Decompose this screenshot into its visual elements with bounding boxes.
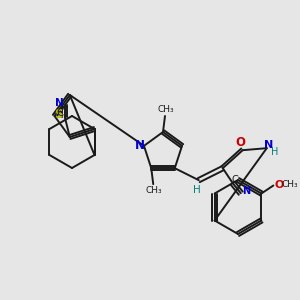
Text: N: N bbox=[242, 186, 250, 196]
Text: CH₃: CH₃ bbox=[146, 186, 163, 195]
Text: H: H bbox=[193, 185, 201, 195]
Text: H: H bbox=[271, 147, 278, 157]
Text: N: N bbox=[56, 98, 64, 108]
Text: N: N bbox=[264, 140, 273, 150]
Text: C: C bbox=[231, 175, 238, 185]
Text: O: O bbox=[236, 136, 246, 149]
Text: S: S bbox=[54, 109, 63, 122]
Text: N: N bbox=[135, 139, 145, 152]
Text: O: O bbox=[275, 179, 284, 190]
Text: C: C bbox=[56, 108, 64, 118]
Text: CH₃: CH₃ bbox=[281, 180, 298, 189]
Text: CH₃: CH₃ bbox=[158, 106, 174, 115]
